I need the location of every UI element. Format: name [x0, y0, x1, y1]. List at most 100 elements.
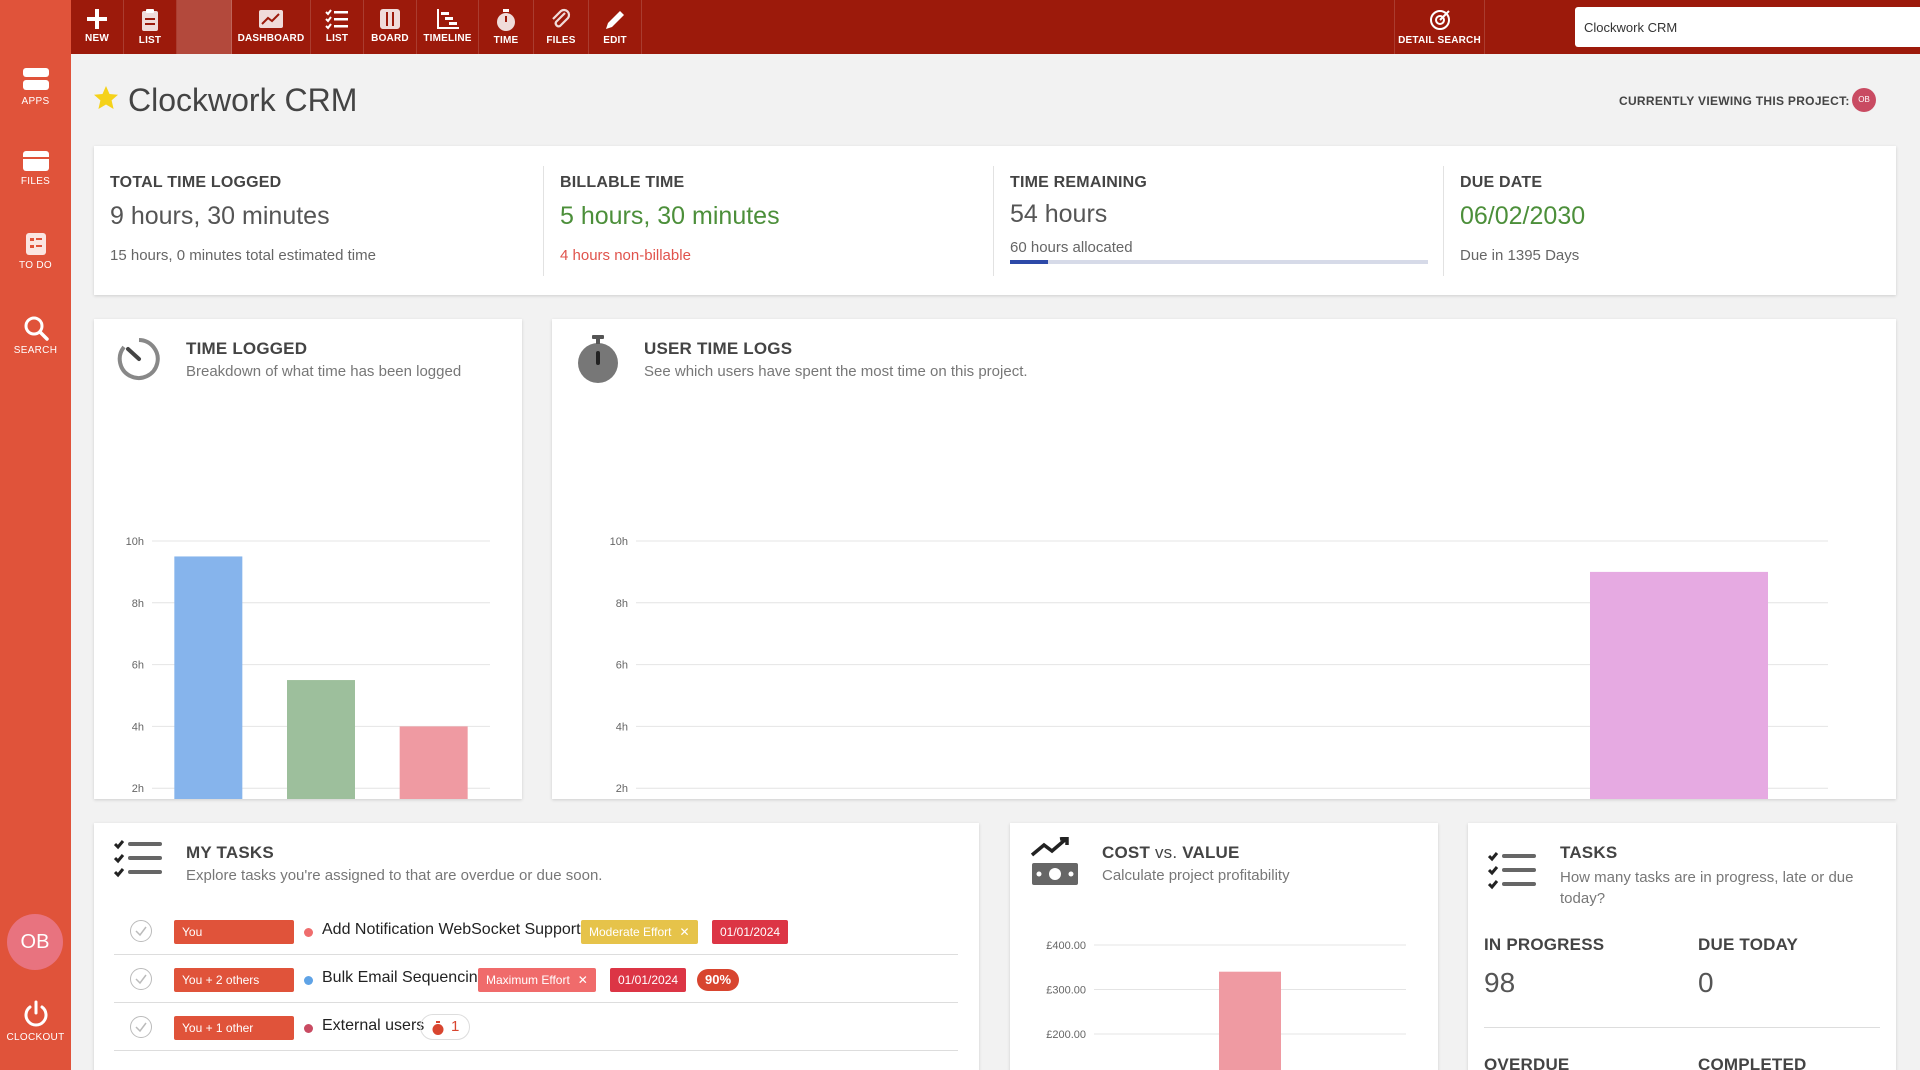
remove-tag-icon[interactable]: ✕	[679, 925, 690, 939]
stat-sub: Due in 1395 Days	[1460, 247, 1580, 264]
target-icon	[1429, 10, 1450, 30]
favorite-star-icon[interactable]	[93, 85, 119, 111]
pencil-icon	[606, 11, 624, 29]
complete-task-checkbox[interactable]	[130, 920, 152, 942]
stopwatch-icon	[432, 1021, 444, 1035]
due-today-value[interactable]: 0	[1698, 967, 1714, 998]
in-progress-label: IN PROGRESS	[1484, 935, 1605, 954]
plus-icon	[87, 9, 107, 29]
edit-button[interactable]: EDIT	[589, 0, 642, 54]
stat-time-remaining: TIME REMAINING 54 hours 60 hours allocat…	[994, 146, 1444, 296]
y-tick-label: 4h	[616, 721, 628, 733]
task-name[interactable]: Add Notification WebSocket Support	[322, 921, 581, 938]
board-button[interactable]: BOARD	[364, 0, 417, 54]
detail-search-button[interactable]: DETAIL SEARCH	[1394, 0, 1485, 54]
effort-tag[interactable]: Maximum Effort ✕	[478, 968, 596, 992]
divider	[1443, 166, 1444, 276]
due-today-label: DUE TODAY	[1698, 935, 1799, 954]
sidebar-item-label: FILES	[20, 176, 51, 187]
panel-subtitle: Calculate project profitability	[1102, 867, 1290, 884]
sidebar-item-search[interactable]: SEARCH	[0, 315, 71, 385]
timeline-icon	[436, 9, 459, 29]
y-tick-label: 6h	[616, 660, 628, 672]
currently-viewing-label: CURRENTLY VIEWING THIS PROJECT:	[1619, 94, 1850, 108]
sidebar-item-todo[interactable]: TO DO	[0, 232, 71, 302]
new-button[interactable]: NEW	[71, 0, 124, 54]
time-label: TIME	[493, 35, 519, 46]
dashboard-icon	[259, 10, 283, 28]
task-row[interactable]: You Add Notification WebSocket Support M…	[114, 907, 958, 955]
in-progress-value[interactable]: 98	[1484, 967, 1516, 998]
apps-icon	[22, 68, 49, 90]
dashboard-button[interactable]: DASHBOARD	[232, 0, 311, 54]
timeline-button[interactable]: TIMELINE	[417, 0, 479, 54]
check-icon	[135, 974, 147, 985]
bar	[1590, 571, 1768, 799]
task-row[interactable]: You + 2 others Bulk Email Sequencing Max…	[114, 955, 958, 1003]
assignee-badge[interactable]: You + 1 other	[174, 1016, 294, 1040]
cost-value-card: COST vs. VALUE Calculate project profita…	[1010, 823, 1438, 1070]
sidebar-item-apps[interactable]: APPS	[0, 66, 71, 136]
assignee-badge[interactable]: You + 2 others	[174, 968, 294, 992]
complete-task-checkbox[interactable]	[130, 1016, 152, 1038]
board-label: BOARD	[371, 33, 409, 44]
stat-value: 54 hours	[1010, 200, 1108, 228]
stopwatch-icon	[578, 335, 618, 383]
due-date-tag[interactable]: 01/01/2024	[610, 968, 687, 992]
check-icon	[135, 926, 147, 937]
stats-card: TOTAL TIME LOGGED 9 hours, 30 minutes 15…	[94, 146, 1896, 295]
y-tick-label: 8h	[132, 598, 144, 610]
stat-sub: 4 hours non-billable	[560, 247, 691, 264]
viewer-avatar[interactable]: OB	[1852, 88, 1876, 112]
project-search-input[interactable]	[1575, 7, 1920, 47]
priority-dot	[304, 928, 313, 937]
task-name[interactable]: External users	[322, 1017, 425, 1034]
complete-task-checkbox[interactable]	[130, 968, 152, 990]
y-tick-label: 2h	[132, 783, 144, 795]
list-button[interactable]: LIST	[124, 0, 177, 54]
dashboard-label: DASHBOARD	[237, 33, 305, 44]
task-name[interactable]: Bulk Email Sequencing	[322, 969, 487, 986]
title-cost: COST	[1102, 843, 1151, 862]
sidebar-item-label: APPS	[21, 96, 50, 107]
panel-subtitle: How many tasks are in progress, late or …	[1560, 869, 1854, 907]
priority-dot	[304, 976, 313, 985]
files-button[interactable]: FILES	[534, 0, 589, 54]
edit-label: EDIT	[603, 35, 627, 46]
y-tick-label: £400.00	[1046, 940, 1086, 952]
time-logged-chart: 0h2h4h6h8h10hTotal TimeNon Billable Time	[126, 536, 490, 799]
stat-title: TOTAL TIME LOGGED	[110, 174, 282, 191]
list-view-button[interactable]: LIST	[311, 0, 364, 54]
sidebar-item-files[interactable]: FILES	[0, 150, 71, 220]
stat-value: 5 hours, 30 minutes	[560, 202, 780, 230]
priority-dot	[304, 1024, 313, 1033]
power-icon	[24, 1000, 47, 1027]
effort-tag[interactable]: Moderate Effort ✕	[581, 920, 698, 944]
todo-icon	[25, 233, 46, 255]
task-row[interactable]: You + 1 other External users 1	[114, 1003, 958, 1051]
panel-title: TIME LOGGED	[186, 339, 308, 358]
assignee-badge[interactable]: You	[174, 920, 294, 944]
user-avatar[interactable]: OB	[7, 914, 63, 970]
due-date-tag[interactable]: 01/01/2024	[712, 920, 789, 944]
files-label: FILES	[546, 35, 576, 46]
checklist-icon	[325, 9, 348, 30]
clockout-button[interactable]: CLOCKOUT	[0, 1000, 71, 1070]
files-icon	[22, 151, 49, 171]
project-search	[1575, 7, 1920, 47]
time-button[interactable]: TIME	[479, 0, 534, 54]
active-timer-badge[interactable]: 1	[420, 1014, 470, 1040]
check-icon	[135, 1022, 147, 1033]
sidebar-item-label: TO DO	[19, 260, 52, 271]
active-tab[interactable]	[177, 0, 232, 54]
remove-tag-icon[interactable]: ✕	[577, 973, 588, 987]
stat-sub: 60 hours allocated	[1010, 239, 1133, 256]
board-icon	[380, 9, 400, 29]
new-label: NEW	[85, 33, 109, 44]
y-tick-label: 8h	[616, 598, 628, 610]
completed-label: COMPLETED	[1698, 1055, 1807, 1070]
progress-percent-badge: 90%	[697, 969, 739, 991]
divider	[543, 166, 544, 276]
my-tasks-card: MY TASKS Explore tasks you're assigned t…	[94, 823, 979, 1070]
panel-title: USER TIME LOGS	[644, 339, 793, 358]
